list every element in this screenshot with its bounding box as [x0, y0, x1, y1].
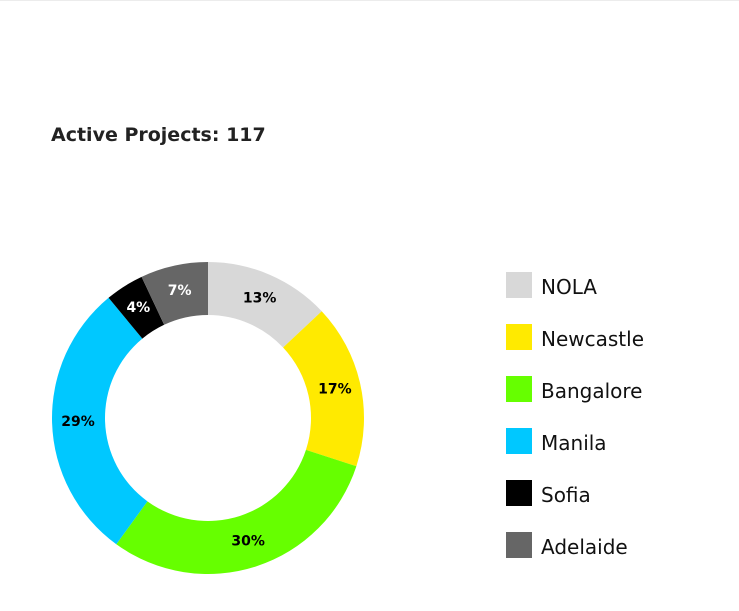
- slice-manila: [51, 297, 148, 545]
- legend-swatch: [506, 480, 532, 506]
- slices: [51, 262, 364, 574]
- slice-label-newcastle: 17%: [318, 382, 352, 398]
- slice-sofia: [108, 276, 165, 339]
- legend-label: Bangalore: [541, 379, 643, 403]
- legend-label: Newcastle: [541, 327, 644, 351]
- chart-title: Active Projects: 117: [51, 124, 266, 146]
- slice-label-adelaide: 7%: [168, 283, 192, 299]
- top-divider: [0, 0, 739, 1]
- slice-label-manila: 29%: [61, 414, 95, 430]
- slice-label-sofia: 4%: [126, 300, 150, 316]
- slice-newcastle: [283, 311, 364, 467]
- legend-label: Sofia: [541, 483, 591, 507]
- legend-label: Manila: [541, 431, 607, 455]
- slice-bangalore: [116, 449, 357, 574]
- slice-adelaide: [141, 262, 208, 325]
- slice-labels: 13% 17% 30% 29% 4% 7%: [61, 283, 351, 550]
- legend-label: Adelaide: [541, 535, 628, 559]
- slice-nola: [208, 262, 322, 348]
- legend-swatch: [506, 272, 532, 298]
- legend-swatch: [506, 376, 532, 402]
- legend-swatch: [506, 428, 532, 454]
- slice-label-nola: 13%: [243, 291, 277, 307]
- legend-label: NOLA: [541, 275, 597, 299]
- legend-swatch: [506, 532, 532, 558]
- slice-label-bangalore: 30%: [231, 534, 265, 550]
- donut-chart: 13% 17% 30% 29% 4% 7%: [51, 262, 364, 574]
- legend-swatch: [506, 324, 532, 350]
